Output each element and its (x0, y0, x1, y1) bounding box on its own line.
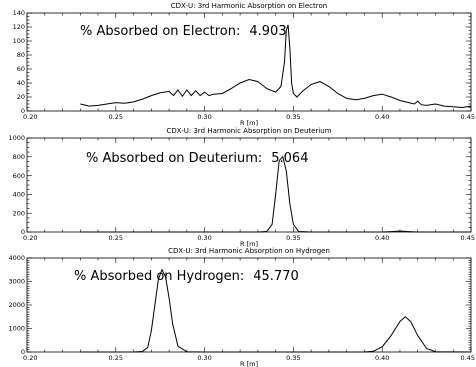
absorption-label: % Absorbed on Electron: (80, 24, 240, 39)
x-tick-label: 0.30 (197, 354, 211, 362)
x-tick-label: 0.40 (375, 113, 389, 121)
y-tick-label: 400 (13, 191, 25, 199)
absorption-annotation: % Absorbed on Electron: 4.903 (80, 24, 287, 39)
y-tick-label: 2000 (8, 301, 25, 309)
x-tick-label: 0.35 (286, 234, 300, 242)
x-tick-label: 0.30 (197, 113, 211, 121)
panel-2: CDX-U: 3rd Harmonic Absorption on Deuter… (8, 127, 475, 248)
x-tick-label: 0.20 (23, 234, 37, 242)
series-line-1 (80, 268, 472, 353)
y-tick-label: 0 (21, 228, 25, 236)
y-tick-label: 0 (21, 348, 25, 356)
series-line-1 (80, 155, 471, 233)
x-tick-label: 0.45 (461, 113, 475, 121)
y-tick-label: 40 (17, 79, 25, 87)
x-tick-label: 0.35 (286, 354, 300, 362)
y-tick-label: 600 (13, 172, 25, 180)
series-line-1 (80, 24, 472, 109)
y-tick-label: 120 (13, 23, 25, 31)
x-tick-label: 0.45 (461, 354, 475, 362)
y-tick-label: 800 (13, 153, 25, 161)
panel-1: CDX-U: 3rd Harmonic Absorption on Electr… (13, 2, 475, 127)
absorption-annotation: % Absorbed on Deuterium: 5.064 (86, 151, 308, 166)
y-tick-label: 100 (13, 37, 25, 45)
x-tick-label: 0.25 (109, 354, 123, 362)
absorption-annotation: % Absorbed on Hydrogen: 45.770 (74, 269, 299, 284)
y-tick-label: 3000 (8, 278, 25, 286)
x-tick-label: 0.45 (461, 234, 475, 242)
x-axis-label: R [m] (240, 119, 258, 127)
absorption-value: 45.770 (253, 269, 299, 284)
y-tick-label: 1000 (8, 134, 25, 142)
y-tick-label: 20 (17, 93, 25, 101)
y-tick-label: 140 (13, 9, 25, 17)
x-tick-label: 0.30 (197, 234, 211, 242)
y-tick-label: 0 (21, 107, 25, 115)
y-tick-label: 200 (13, 209, 25, 217)
y-tick-label: 60 (17, 65, 25, 73)
y-tick-label: 1000 (8, 325, 25, 333)
x-tick-label: 0.40 (375, 234, 389, 242)
x-axis-label: R [m] (240, 360, 258, 367)
absorption-value: 5.064 (271, 151, 308, 166)
panel-3: CDX-U: 3rd Harmonic Absorption on Hydrog… (8, 247, 475, 367)
x-tick-label: 0.20 (23, 113, 37, 121)
x-tick-label: 0.25 (109, 234, 123, 242)
x-axis-label: R [m] (240, 240, 258, 248)
y-tick-label: 4000 (8, 254, 25, 262)
chart-title: CDX-U: 3rd Harmonic Absorption on Electr… (171, 2, 327, 10)
x-tick-label: 0.35 (286, 113, 300, 121)
absorption-value: 4.903 (249, 24, 286, 39)
absorption-label: % Absorbed on Deuterium: (86, 151, 262, 166)
chart-title: CDX-U: 3rd Harmonic Absorption on Deuter… (166, 127, 331, 135)
x-tick-label: 0.40 (375, 354, 389, 362)
chart-title: CDX-U: 3rd Harmonic Absorption on Hydrog… (168, 247, 330, 255)
x-tick-label: 0.25 (109, 113, 123, 121)
x-tick-label: 0.20 (23, 354, 37, 362)
y-tick-label: 80 (17, 51, 25, 59)
